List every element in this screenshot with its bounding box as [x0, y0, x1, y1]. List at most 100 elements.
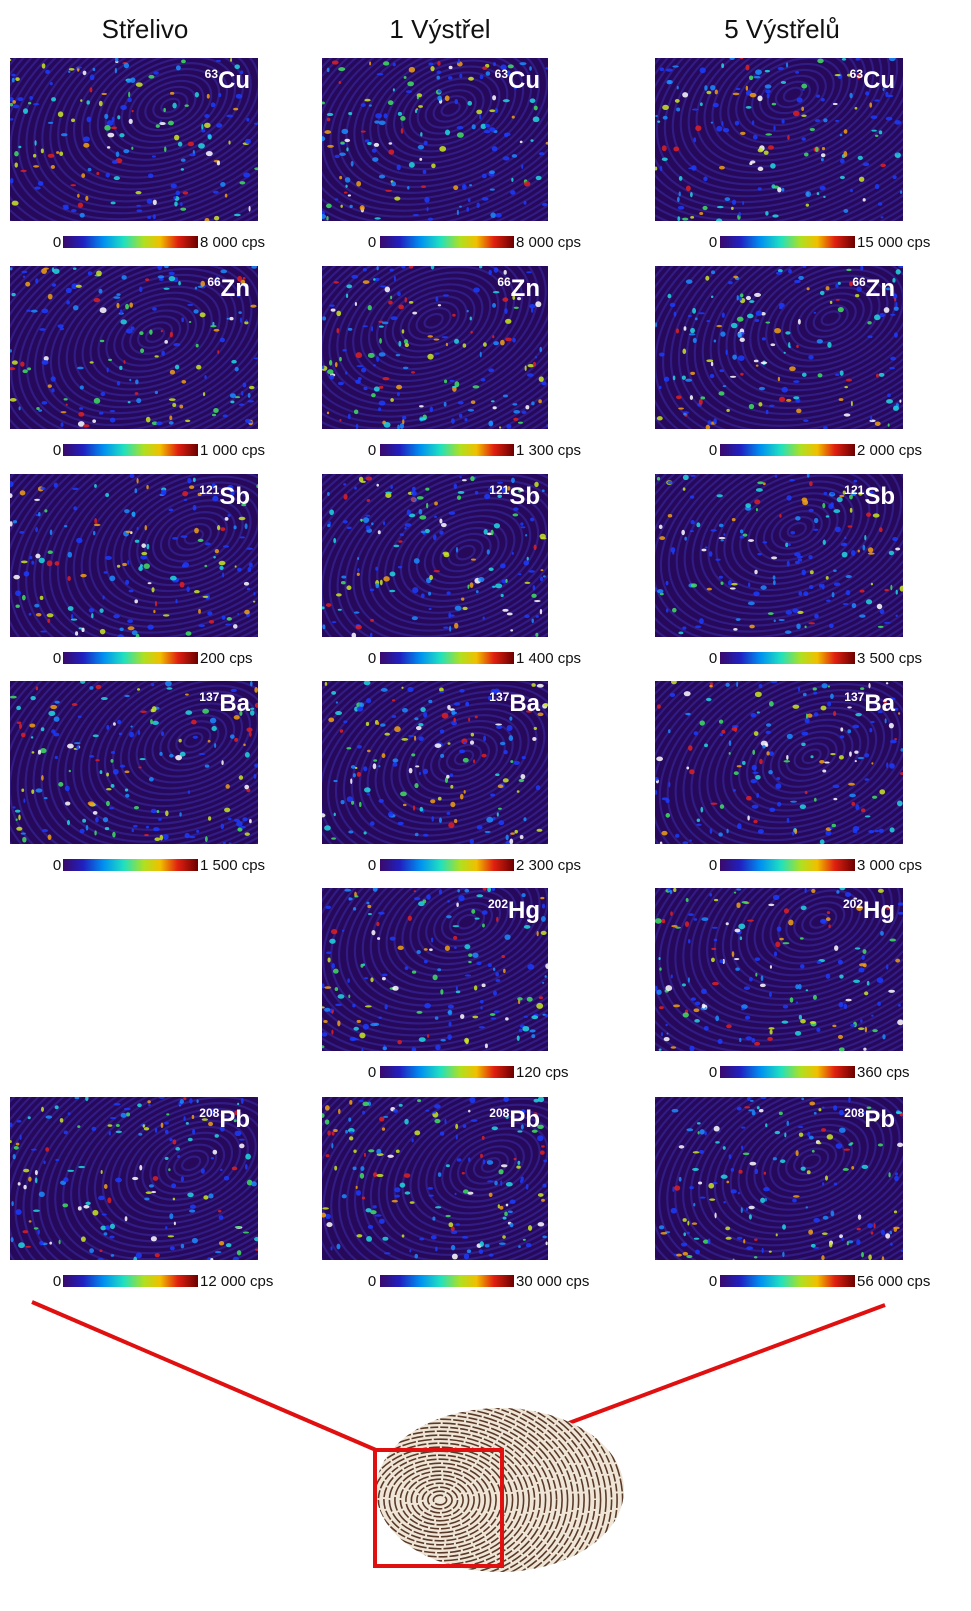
- scale-max: 1 500 cps: [200, 857, 265, 874]
- scale-max: 30 000 cps: [516, 1273, 589, 1290]
- scale-max: 56 000 cps: [857, 1273, 930, 1290]
- element-map: 208Pb: [322, 1097, 548, 1260]
- element-label: 202Hg: [488, 897, 540, 924]
- color-scale: [380, 444, 514, 456]
- element-map: 121Sb: [10, 474, 258, 637]
- color-scale: [720, 859, 855, 871]
- scale-max: 12 000 cps: [200, 1273, 273, 1290]
- element-map: 66Zn: [10, 266, 258, 429]
- map-texture: [10, 681, 258, 844]
- zoom-line: [31, 1300, 377, 1452]
- map-texture: [655, 58, 903, 221]
- scale-max: 1 000 cps: [200, 442, 265, 459]
- element-label: 66Zn: [852, 275, 895, 302]
- element-map: 208Pb: [655, 1097, 903, 1260]
- isotope-mass: 137: [199, 690, 219, 704]
- map-texture: [322, 474, 548, 637]
- element-symbol: Zn: [866, 275, 895, 302]
- element-label: 137Ba: [489, 690, 540, 717]
- scale-min: 0: [709, 234, 717, 251]
- map-texture: [322, 1097, 548, 1260]
- map-background: [322, 266, 548, 429]
- isotope-mass: 121: [844, 483, 864, 497]
- element-symbol: Sb: [219, 483, 250, 510]
- element-symbol: Ba: [864, 690, 895, 717]
- element-symbol: Zn: [221, 275, 250, 302]
- element-label: 66Zn: [207, 275, 250, 302]
- map-texture: [655, 1097, 903, 1260]
- element-symbol: Sb: [864, 483, 895, 510]
- scale-max: 1 300 cps: [516, 442, 581, 459]
- color-scale: [720, 444, 855, 456]
- element-symbol: Hg: [508, 897, 540, 924]
- scale-min: 0: [368, 234, 376, 251]
- fingerprint-ridges: [376, 1408, 624, 1572]
- scale-min: 0: [53, 234, 61, 251]
- scale-max: 8 000 cps: [200, 234, 265, 251]
- color-scale: [63, 1275, 198, 1287]
- scale-min: 0: [368, 1064, 376, 1081]
- element-label: 66Zn: [497, 275, 540, 302]
- isotope-mass: 202: [488, 897, 508, 911]
- scale-max: 3 000 cps: [857, 857, 922, 874]
- color-scale: [63, 652, 198, 664]
- element-label: 137Ba: [199, 690, 250, 717]
- element-map: 137Ba: [322, 681, 548, 844]
- isotope-mass: 202: [843, 897, 863, 911]
- scale-min: 0: [709, 650, 717, 667]
- map-texture: [10, 1097, 258, 1260]
- isotope-mass: 63: [850, 67, 864, 81]
- scale-max: 3 500 cps: [857, 650, 922, 667]
- element-label: 63Cu: [495, 67, 540, 94]
- color-scale: [380, 236, 514, 248]
- color-scale: [380, 1275, 514, 1287]
- element-label: 63Cu: [205, 67, 250, 94]
- isotope-mass: 137: [844, 690, 864, 704]
- color-scale: [63, 236, 198, 248]
- scale-min: 0: [709, 857, 717, 874]
- isotope-mass: 66: [852, 275, 866, 289]
- scale-max: 120 cps: [516, 1064, 569, 1081]
- map-texture: [322, 266, 548, 429]
- color-scale: [63, 444, 198, 456]
- scale-min: 0: [368, 857, 376, 874]
- scale-min: 0: [368, 650, 376, 667]
- map-texture: [10, 474, 258, 637]
- scale-max: 1 400 cps: [516, 650, 581, 667]
- element-symbol: Pb: [864, 1106, 895, 1133]
- isotope-mass: 121: [489, 483, 509, 497]
- element-map: 66Zn: [655, 266, 903, 429]
- color-scale: [720, 652, 855, 664]
- map-texture: [655, 888, 903, 1051]
- element-label: 121Sb: [844, 483, 895, 510]
- element-map: 208Pb: [10, 1097, 258, 1260]
- scale-min: 0: [53, 1273, 61, 1290]
- element-symbol: Cu: [218, 67, 250, 94]
- map-texture: [655, 681, 903, 844]
- element-label: 121Sb: [489, 483, 540, 510]
- map-texture: [322, 681, 548, 844]
- column-title: 5 Výstřelů: [724, 14, 840, 44]
- isotope-mass: 208: [844, 1106, 864, 1120]
- color-scale: [63, 859, 198, 871]
- element-map: 63Cu: [322, 58, 548, 221]
- map-texture: [322, 888, 548, 1051]
- isotope-mass: 63: [205, 67, 219, 81]
- scale-max: 2 000 cps: [857, 442, 922, 459]
- scale-min: 0: [53, 650, 61, 667]
- map-texture: [322, 58, 548, 221]
- element-symbol: Cu: [508, 67, 540, 94]
- isotope-mass: 63: [495, 67, 509, 81]
- scale-max: 15 000 cps: [857, 234, 930, 251]
- element-label: 137Ba: [844, 690, 895, 717]
- element-map: 121Sb: [655, 474, 903, 637]
- element-label: 121Sb: [199, 483, 250, 510]
- map-texture: [655, 266, 903, 429]
- element-symbol: Pb: [509, 1106, 540, 1133]
- color-scale: [380, 859, 514, 871]
- element-label: 208Pb: [199, 1106, 250, 1133]
- scale-min: 0: [368, 442, 376, 459]
- element-map: 121Sb: [322, 474, 548, 637]
- overview: [31, 1300, 886, 1572]
- element-map: 66Zn: [322, 266, 548, 429]
